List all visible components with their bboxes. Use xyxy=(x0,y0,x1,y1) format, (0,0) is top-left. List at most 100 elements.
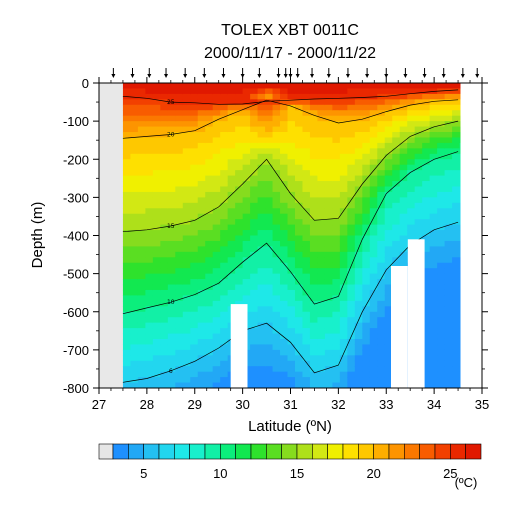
field-cell xyxy=(167,251,176,258)
field-cell xyxy=(339,333,348,340)
field-cell xyxy=(384,164,393,171)
field-cell xyxy=(429,349,438,356)
field-cell xyxy=(332,273,341,280)
field-cell xyxy=(339,110,348,117)
field-cell xyxy=(369,273,378,280)
field-cell xyxy=(369,126,378,133)
field-cell xyxy=(309,382,319,388)
field-cell xyxy=(272,115,281,122)
field-cell xyxy=(160,175,169,182)
field-cell xyxy=(422,355,431,362)
field-cell xyxy=(362,344,371,351)
x-tick-label: 31 xyxy=(283,397,297,412)
field-cell xyxy=(354,360,363,367)
field-cell xyxy=(347,355,356,362)
colorbar-swatch xyxy=(189,443,206,460)
field-cell xyxy=(354,262,363,269)
field-cell xyxy=(145,235,154,242)
field-cell xyxy=(145,355,154,362)
field-cell xyxy=(167,355,176,362)
colorbar-swatch xyxy=(327,443,344,460)
field-cell xyxy=(407,175,416,182)
field-cell xyxy=(212,251,221,258)
field-cell xyxy=(317,311,326,318)
field-cell xyxy=(324,349,333,356)
field-cell xyxy=(205,382,214,388)
field-cell xyxy=(182,355,191,362)
field-cell xyxy=(167,289,176,297)
field-cell xyxy=(152,181,161,188)
field-cell xyxy=(272,197,281,204)
field-cell xyxy=(175,88,184,95)
field-cell xyxy=(317,333,326,340)
colorbar-swatch xyxy=(128,443,144,460)
field-cell xyxy=(399,235,408,242)
field-cell xyxy=(452,153,461,160)
field-cell xyxy=(145,262,154,269)
field-cell xyxy=(130,83,139,90)
field-cell xyxy=(175,110,184,117)
x-tick-label: 29 xyxy=(188,397,202,412)
field-cell xyxy=(122,257,132,264)
field-cell xyxy=(257,251,266,258)
field-cell xyxy=(452,137,461,144)
field-cell xyxy=(407,137,416,144)
field-cell xyxy=(324,328,333,335)
field-cell xyxy=(444,300,453,307)
field-cell xyxy=(130,88,139,95)
field-cell xyxy=(437,344,446,351)
field-cell xyxy=(422,159,431,166)
field-cell xyxy=(429,202,438,209)
field-cell xyxy=(377,121,386,128)
field-cell xyxy=(235,268,244,275)
field-cell xyxy=(197,311,206,318)
field-cell xyxy=(429,284,438,291)
field-cell xyxy=(377,213,386,220)
field-cell xyxy=(265,377,274,384)
field-cell xyxy=(362,83,371,90)
field-cell xyxy=(250,257,259,264)
field-cell xyxy=(332,366,341,373)
field-cell xyxy=(130,121,139,128)
field-cell xyxy=(212,273,221,280)
field-cell xyxy=(220,344,229,351)
field-cell xyxy=(130,306,139,313)
field-cell xyxy=(399,224,408,231)
field-cell xyxy=(137,251,146,258)
field-cell xyxy=(384,338,393,346)
field-cell xyxy=(437,219,446,226)
field-cell xyxy=(377,159,386,166)
field-cell xyxy=(452,311,461,318)
x-tick-label: 32 xyxy=(331,397,345,412)
field-cell xyxy=(197,371,206,378)
field-cell xyxy=(452,300,461,307)
field-cell xyxy=(137,235,146,242)
field-cell xyxy=(190,230,199,237)
field-cell xyxy=(220,126,229,133)
field-cell xyxy=(265,186,274,193)
field-cell xyxy=(384,230,393,237)
field-cell xyxy=(257,186,266,193)
x-axis-label: Latitude (ºN) xyxy=(248,418,332,435)
field-cell xyxy=(354,181,363,188)
field-cell xyxy=(220,121,229,128)
field-cell xyxy=(377,170,386,177)
field-cell xyxy=(137,322,146,329)
field-cell xyxy=(182,181,191,188)
field-cell xyxy=(294,251,304,258)
field-cell xyxy=(309,175,319,182)
field-cell xyxy=(130,333,139,340)
field-cell xyxy=(145,349,154,356)
field-cell xyxy=(205,311,214,318)
colorbar-tick-label: 5 xyxy=(140,466,147,481)
field-cell xyxy=(235,235,244,242)
colorbar-unit: (ºC) xyxy=(455,475,478,490)
field-cell xyxy=(302,83,311,90)
field-cell xyxy=(122,289,132,297)
field-cell xyxy=(294,377,304,384)
field-cell xyxy=(250,148,259,155)
field-cell xyxy=(175,262,184,269)
field-cell xyxy=(294,273,304,280)
field-cell xyxy=(339,224,348,231)
field-cell xyxy=(309,377,319,384)
